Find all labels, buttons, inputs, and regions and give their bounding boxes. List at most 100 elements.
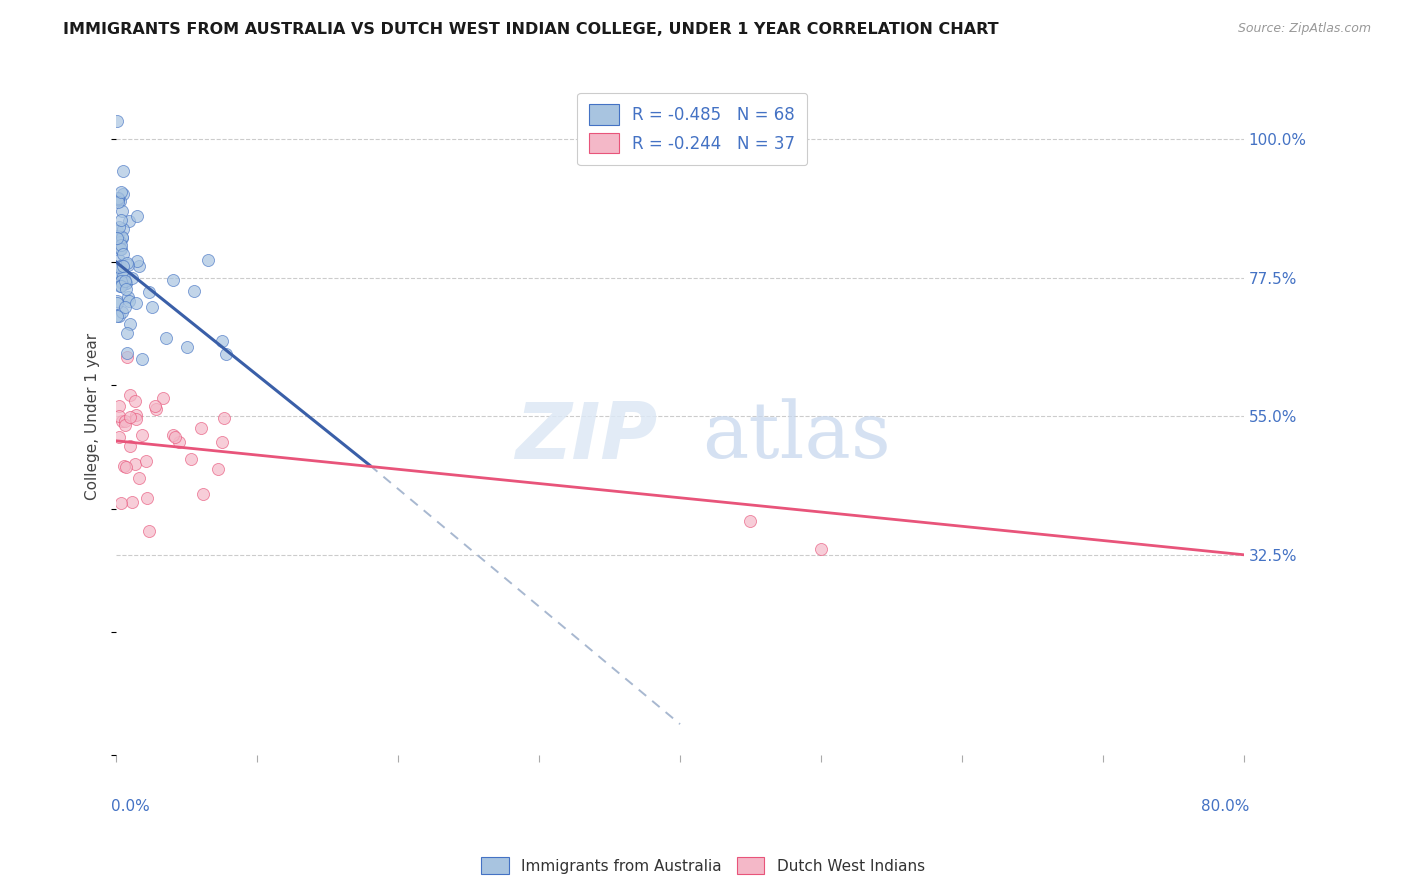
Point	[110, 237, 132, 252]
Point	[131, 427, 153, 442]
Point	[114, 275, 136, 289]
Point	[143, 399, 166, 413]
Point	[211, 334, 233, 349]
Point	[180, 451, 202, 466]
Point	[110, 496, 132, 510]
Point	[108, 259, 131, 273]
Point	[108, 430, 131, 444]
Point	[107, 228, 129, 243]
Point	[110, 268, 132, 283]
Point	[190, 421, 212, 435]
Point	[193, 487, 215, 501]
Point	[105, 309, 128, 323]
Point	[118, 317, 141, 331]
Point	[115, 276, 138, 290]
Point	[111, 187, 134, 202]
Point	[114, 300, 136, 314]
Point	[107, 191, 129, 205]
Point	[105, 113, 128, 128]
Point	[125, 412, 148, 426]
Point	[118, 439, 141, 453]
Point	[112, 163, 135, 178]
Point	[121, 270, 143, 285]
Point	[107, 195, 129, 210]
Point	[118, 294, 141, 309]
Point	[111, 414, 134, 428]
Point	[214, 410, 236, 425]
Point	[211, 435, 233, 450]
Point	[111, 247, 134, 261]
Point	[810, 541, 832, 556]
Point	[135, 454, 157, 468]
Point	[183, 284, 205, 298]
Point	[110, 243, 132, 257]
Point	[115, 282, 138, 296]
Point	[107, 192, 129, 206]
Point	[111, 305, 134, 319]
Point	[111, 268, 134, 283]
Point	[176, 340, 198, 354]
Point	[155, 331, 177, 345]
Legend: Immigrants from Australia, Dutch West Indians: Immigrants from Australia, Dutch West In…	[475, 851, 931, 880]
Point	[740, 514, 762, 528]
Legend: R = -0.485   N = 68, R = -0.244   N = 37: R = -0.485 N = 68, R = -0.244 N = 37	[578, 93, 807, 165]
Point	[110, 194, 132, 208]
Point	[110, 185, 132, 199]
Point	[128, 259, 150, 273]
Point	[115, 460, 138, 475]
Point	[110, 274, 132, 288]
Point	[110, 203, 132, 218]
Point	[108, 309, 131, 323]
Point	[115, 346, 138, 360]
Point	[108, 242, 131, 256]
Point	[115, 326, 138, 340]
Point	[121, 494, 143, 508]
Point	[111, 231, 134, 245]
Point	[125, 408, 148, 422]
Point	[215, 346, 238, 360]
Point	[111, 222, 134, 236]
Point	[125, 253, 148, 268]
Point	[138, 524, 160, 538]
Y-axis label: College, Under 1 year: College, Under 1 year	[86, 333, 100, 500]
Point	[110, 213, 132, 227]
Point	[108, 260, 131, 275]
Point	[117, 290, 139, 304]
Point	[118, 410, 141, 425]
Text: Source: ZipAtlas.com: Source: ZipAtlas.com	[1237, 22, 1371, 36]
Point	[145, 401, 167, 416]
Point	[124, 393, 146, 408]
Text: ZIP: ZIP	[515, 399, 658, 475]
Point	[131, 352, 153, 367]
Point	[108, 409, 131, 424]
Point	[125, 210, 148, 224]
Point	[117, 258, 139, 272]
Point	[105, 224, 128, 238]
Point	[108, 252, 131, 267]
Point	[124, 458, 146, 472]
Point	[108, 219, 131, 234]
Point	[117, 350, 139, 364]
Point	[115, 255, 138, 269]
Text: 80.0%: 80.0%	[1201, 799, 1250, 814]
Point	[112, 459, 135, 474]
Point	[138, 285, 160, 300]
Point	[165, 430, 187, 444]
Point	[118, 387, 141, 401]
Point	[162, 273, 184, 287]
Text: 0.0%: 0.0%	[111, 799, 149, 814]
Text: atlas: atlas	[703, 399, 891, 475]
Point	[111, 260, 134, 274]
Point	[110, 278, 132, 293]
Point	[107, 296, 129, 310]
Point	[108, 235, 131, 249]
Point	[114, 276, 136, 290]
Text: IMMIGRANTS FROM AUSTRALIA VS DUTCH WEST INDIAN COLLEGE, UNDER 1 YEAR CORRELATION: IMMIGRANTS FROM AUSTRALIA VS DUTCH WEST …	[63, 22, 998, 37]
Point	[125, 295, 148, 310]
Point	[114, 414, 136, 428]
Point	[114, 417, 136, 432]
Point	[108, 399, 131, 413]
Point	[152, 391, 174, 405]
Point	[197, 253, 219, 268]
Point	[128, 471, 150, 485]
